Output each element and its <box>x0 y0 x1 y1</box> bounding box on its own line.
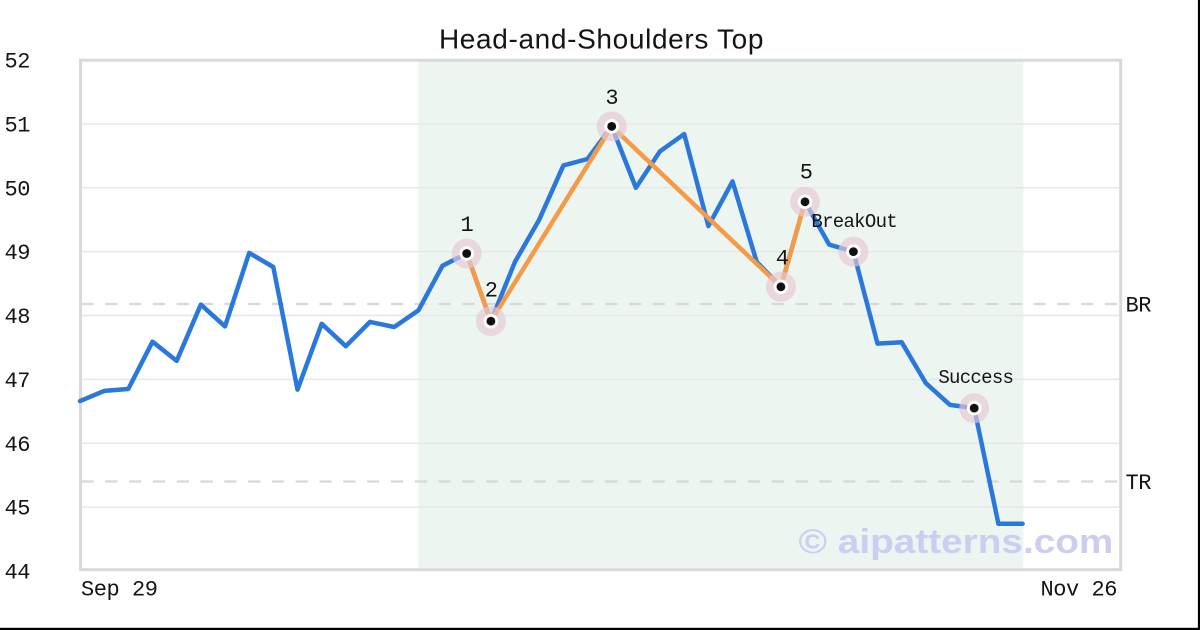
svg-text:Sep 29: Sep 29 <box>81 578 158 603</box>
svg-text:50: 50 <box>4 177 30 202</box>
svg-text:2: 2 <box>485 278 497 303</box>
svg-text:5: 5 <box>800 160 812 185</box>
svg-text:BreakOut: BreakOut <box>811 211 897 233</box>
svg-text:3: 3 <box>605 86 617 111</box>
svg-text:Nov 26: Nov 26 <box>1040 578 1117 603</box>
svg-text:44: 44 <box>4 561 30 586</box>
svg-text:49: 49 <box>4 241 30 266</box>
svg-text:47: 47 <box>4 369 30 394</box>
svg-text:48: 48 <box>4 305 30 330</box>
svg-text:45: 45 <box>4 497 30 522</box>
svg-text:Success: Success <box>938 367 1013 389</box>
svg-text:© aipatterns.com: © aipatterns.com <box>799 522 1114 560</box>
svg-text:TR: TR <box>1126 471 1152 496</box>
svg-text:52: 52 <box>4 50 30 75</box>
svg-text:Head-and-Shoulders Top: Head-and-Shoulders Top <box>439 24 764 55</box>
svg-text:1: 1 <box>460 213 473 238</box>
svg-text:51: 51 <box>4 113 30 138</box>
svg-text:BR: BR <box>1126 294 1152 319</box>
svg-text:4: 4 <box>776 247 789 272</box>
svg-text:46: 46 <box>4 433 30 458</box>
